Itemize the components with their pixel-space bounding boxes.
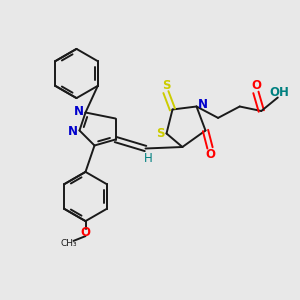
Text: N: N: [198, 98, 208, 112]
Text: S: S: [156, 127, 164, 140]
Text: N: N: [68, 125, 78, 138]
Text: OH: OH: [269, 85, 289, 99]
Text: O: O: [205, 148, 215, 161]
Text: H: H: [143, 152, 152, 165]
Text: O: O: [80, 226, 91, 239]
Text: O: O: [251, 79, 261, 92]
Text: S: S: [162, 79, 170, 92]
Text: N: N: [74, 105, 84, 118]
Text: CH₃: CH₃: [61, 239, 77, 248]
